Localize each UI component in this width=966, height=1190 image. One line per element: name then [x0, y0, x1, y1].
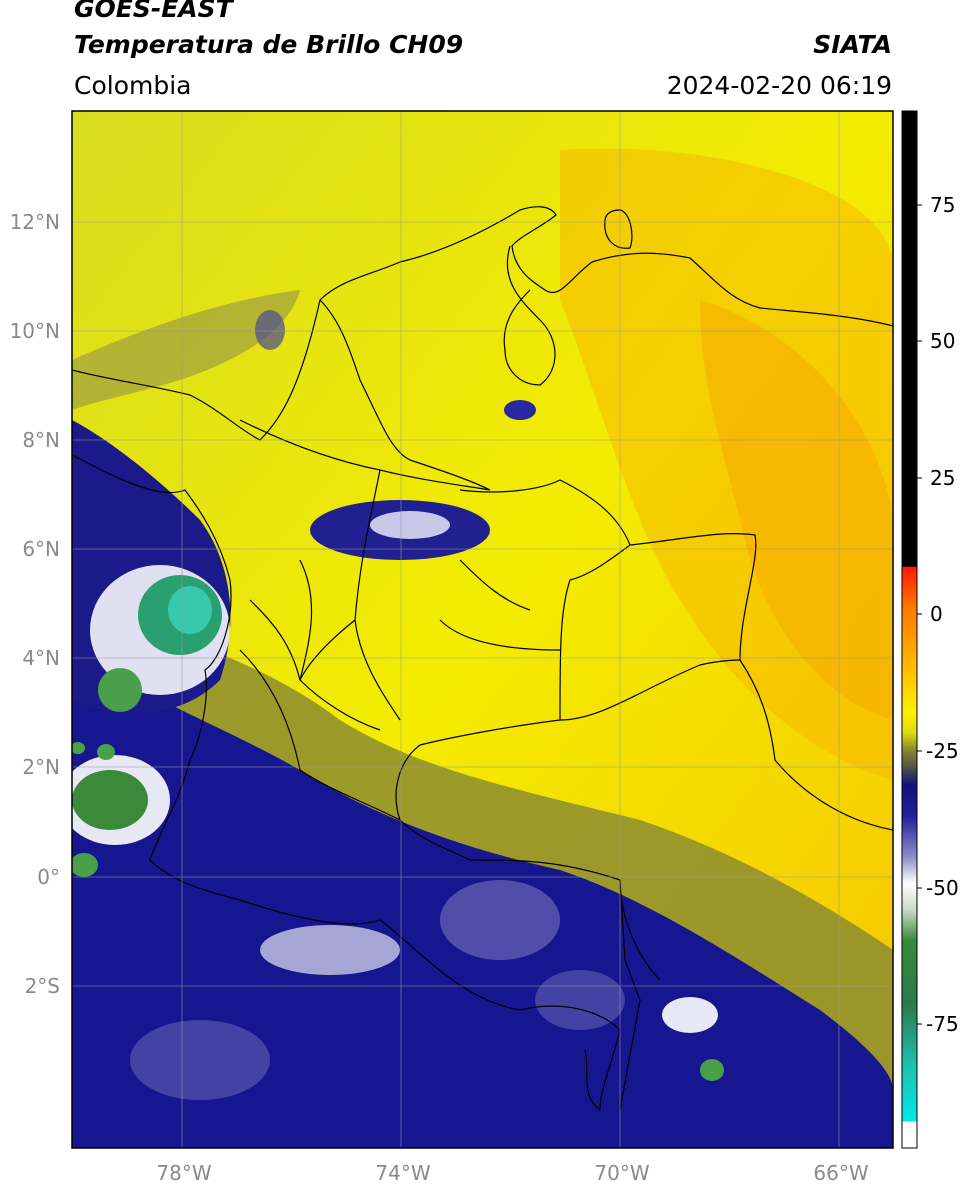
product-title: Temperatura de Brillo CH09 — [74, 30, 464, 59]
colorbar: 75 50 25 0 -25 -50 -75 — [901, 110, 959, 1149]
lat-tick-label: 2°S — [25, 974, 60, 998]
borders — [72, 206, 893, 1112]
lat-tick-label: 6°N — [22, 537, 60, 561]
lon-tick-label: 78°W — [156, 1161, 211, 1185]
colorbar-tick-label: 75 — [930, 193, 955, 217]
source-label: SIATA — [813, 30, 892, 59]
colorbar-gradient — [901, 110, 918, 1149]
lon-tick-label: 66°W — [813, 1161, 868, 1185]
colorbar-tick-label: -50 — [926, 876, 959, 900]
lat-tick-label: 12°N — [10, 210, 60, 234]
colorbar-tick-label: -25 — [926, 739, 959, 763]
lat-tick-label: 4°N — [22, 646, 60, 670]
colorbar-tick-label: 50 — [930, 329, 955, 353]
lat-tick-label: 0° — [37, 865, 60, 889]
lat-tick-label: 10°N — [10, 319, 60, 343]
lon-tick-label: 74°W — [375, 1161, 430, 1185]
lon-axis: 78°W 74°W 70°W 66°W — [156, 1161, 868, 1185]
satellite-title: GOES-EAST — [74, 0, 233, 23]
map-frame — [71, 110, 894, 1149]
lat-axis: 12°N 10°N 8°N 6°N 4°N 2°N 0° 2°S — [10, 210, 60, 998]
colorbar-tick-label: 25 — [930, 466, 955, 490]
lon-tick-label: 70°W — [594, 1161, 649, 1185]
colorbar-tick-label: -75 — [926, 1012, 959, 1036]
datetime-label: 2024-02-20 06:19 — [666, 71, 892, 100]
lat-tick-label: 8°N — [22, 428, 60, 452]
region-label: Colombia — [74, 71, 192, 100]
lat-tick-label: 2°N — [22, 755, 60, 779]
graticule — [72, 111, 893, 1148]
satellite-image — [72, 111, 893, 1148]
colorbar-tick-label: 0 — [930, 602, 943, 626]
